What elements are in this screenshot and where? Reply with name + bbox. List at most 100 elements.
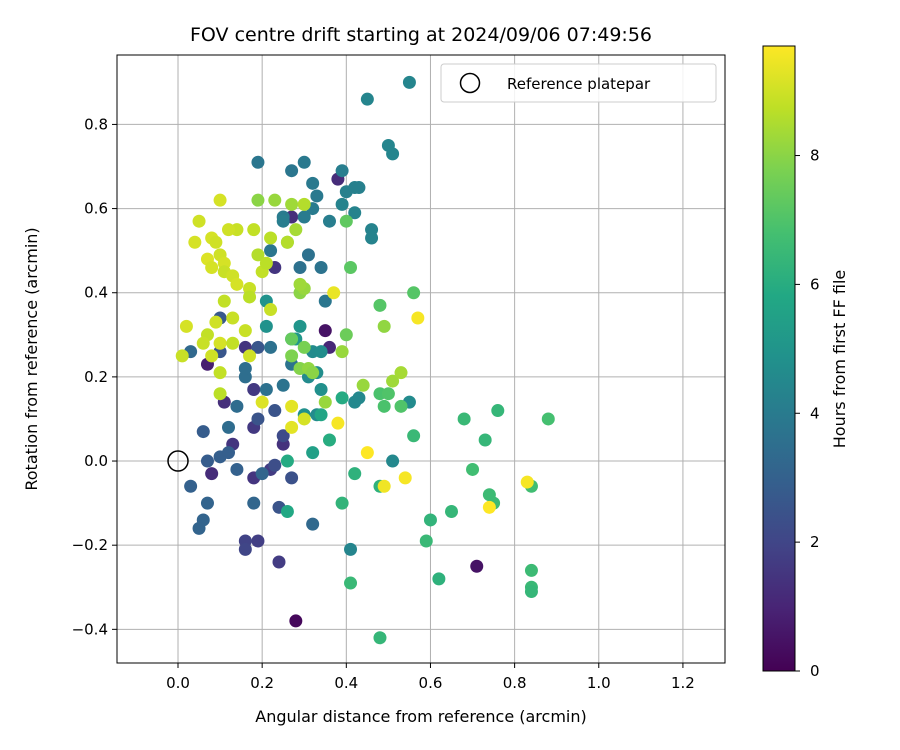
data-point [285, 164, 299, 178]
data-point [344, 542, 358, 556]
data-point [209, 235, 223, 249]
data-point [226, 311, 240, 325]
y-tick-label: −0.2 [72, 536, 108, 554]
data-point [264, 231, 278, 245]
data-point [423, 513, 437, 527]
data-point [213, 387, 227, 401]
data-point [394, 366, 408, 380]
legend-marker-circle [459, 72, 481, 94]
data-point [230, 462, 244, 476]
data-point [259, 383, 273, 397]
colorbar-tick-label: 8 [810, 147, 820, 165]
data-point [280, 454, 294, 468]
data-point [411, 311, 425, 325]
data-point [251, 155, 265, 169]
data-point [386, 147, 400, 161]
data-point [285, 197, 299, 211]
x-tick-label: 0.8 [503, 674, 527, 692]
data-point [356, 378, 370, 392]
data-point [470, 559, 484, 573]
data-point [268, 193, 282, 207]
data-point [205, 260, 219, 274]
data-point [230, 399, 244, 413]
data-point [314, 260, 328, 274]
data-point [306, 446, 320, 460]
data-point [243, 349, 257, 363]
data-point [238, 361, 252, 375]
data-point [432, 572, 446, 586]
colorbar-tick-label: 2 [810, 533, 820, 551]
data-point [251, 534, 265, 548]
data-point [348, 206, 362, 220]
data-point [196, 336, 210, 350]
data-point [259, 319, 273, 333]
data-point [373, 631, 387, 645]
data-point [293, 260, 307, 274]
data-point [297, 197, 311, 211]
data-point [335, 345, 349, 359]
data-point [377, 399, 391, 413]
legend-box [440, 63, 717, 103]
legend-label: Reference platepar [507, 75, 651, 93]
data-point [306, 176, 320, 190]
data-point [259, 256, 273, 270]
data-point [457, 412, 471, 426]
x-tick-label: 0.6 [419, 674, 443, 692]
legend: Reference platepar [440, 63, 717, 103]
x-tick-label: 0.0 [166, 674, 190, 692]
data-point [251, 340, 265, 354]
data-point [289, 614, 303, 628]
y-tick-label: 0.2 [84, 368, 108, 386]
data-point [196, 425, 210, 439]
data-point [344, 260, 358, 274]
data-point [482, 500, 496, 514]
data-point [344, 576, 358, 590]
data-point [213, 336, 227, 350]
data-point [184, 479, 198, 493]
data-point [314, 408, 328, 422]
data-point [222, 223, 236, 237]
data-point [251, 248, 265, 262]
data-point [264, 303, 278, 317]
data-point [289, 223, 303, 237]
data-point [491, 404, 505, 418]
data-point [335, 197, 349, 211]
data-point [285, 399, 299, 413]
data-point [306, 517, 320, 531]
data-point [318, 294, 332, 308]
data-point [213, 193, 227, 207]
x-tick-label: 0.2 [250, 674, 274, 692]
x-axis-label: Angular distance from reference (arcmin) [255, 707, 586, 726]
data-point [318, 395, 332, 409]
data-point [386, 454, 400, 468]
y-tick-label: 0.4 [84, 284, 108, 302]
data-point [381, 387, 395, 401]
data-point [192, 214, 206, 228]
data-point [276, 378, 290, 392]
data-point [297, 155, 311, 169]
data-point [272, 555, 286, 569]
data-point [541, 412, 555, 426]
y-tick-label: −0.4 [72, 620, 108, 638]
chart-title: FOV centre drift starting at 2024/09/06 … [190, 24, 652, 46]
data-point [179, 319, 193, 333]
colorbar: 0 2 4 6 8 Hours from first FF file [762, 45, 849, 680]
data-point [365, 231, 379, 245]
data-point [335, 164, 349, 178]
data-point [297, 210, 311, 224]
data-point [322, 214, 336, 228]
data-point [213, 366, 227, 380]
data-point [238, 324, 252, 338]
data-point [238, 542, 252, 556]
data-point [209, 315, 223, 329]
colorbar-ticks: 0 2 4 6 8 [795, 147, 820, 680]
data-point [175, 349, 189, 363]
data-point [285, 471, 299, 485]
data-point [524, 584, 538, 598]
y-tick-label: 0.6 [84, 200, 108, 218]
data-point [226, 336, 240, 350]
data-point [192, 521, 206, 535]
reference-platepar-marker [167, 450, 189, 472]
data-point [352, 391, 366, 405]
data-point [243, 290, 257, 304]
